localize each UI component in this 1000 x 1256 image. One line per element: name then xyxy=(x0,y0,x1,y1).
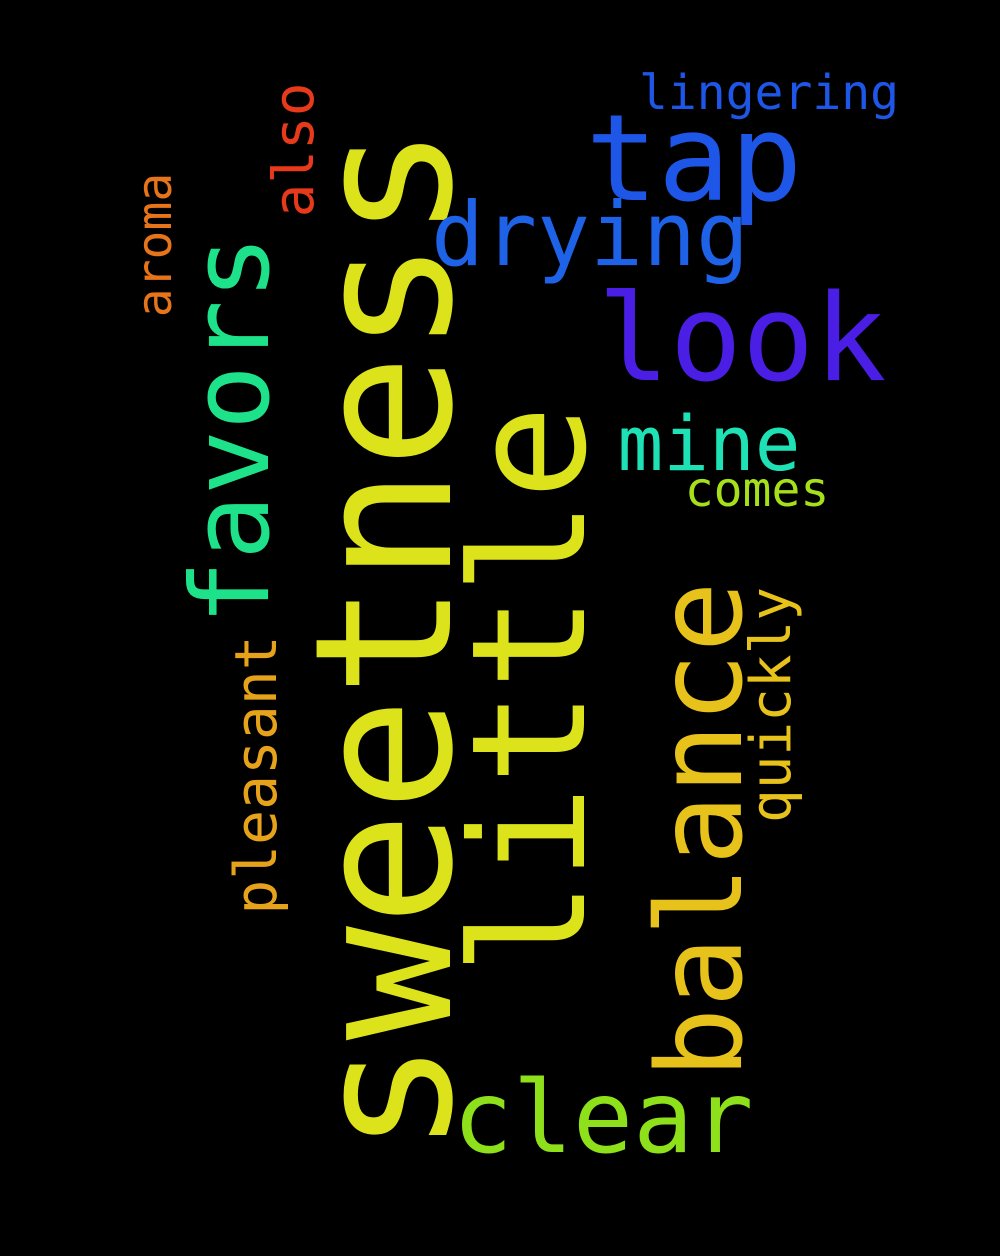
word-little: little xyxy=(438,404,622,976)
word-look: look xyxy=(597,270,887,409)
word-drying: drying xyxy=(431,183,749,286)
word-aroma: aroma xyxy=(127,172,183,318)
word-lingering: lingering xyxy=(638,65,900,121)
word-pleasant: pleasant xyxy=(222,635,290,915)
word-quickly: quickly xyxy=(739,586,804,824)
word-favors: favors xyxy=(169,234,294,626)
word-comes: comes xyxy=(684,462,830,518)
word-also: also xyxy=(262,82,327,218)
word-clear: clear xyxy=(452,1059,754,1176)
word-tap: tap xyxy=(585,90,803,229)
word-mine: mine xyxy=(617,399,801,488)
